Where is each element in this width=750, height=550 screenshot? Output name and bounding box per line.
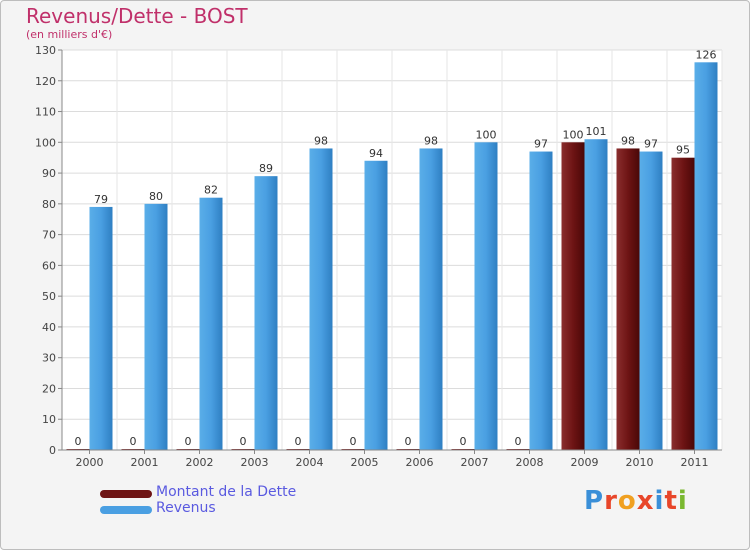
y-tick-label: 40 [42, 321, 56, 334]
x-tick-label: 2003 [241, 456, 269, 469]
legend-swatch-debt [100, 490, 152, 498]
logo-letter: t [664, 486, 678, 516]
logo-letter: i [654, 486, 665, 516]
bar-revenue [364, 160, 388, 450]
bar-revenue [474, 142, 498, 451]
data-label-debt: 0 [240, 435, 247, 448]
y-tick-label: 80 [42, 198, 56, 211]
data-label-debt: 0 [405, 435, 412, 448]
x-tick-label: 2007 [461, 456, 489, 469]
data-label-revenue: 98 [314, 134, 328, 147]
bar-debt [561, 142, 585, 451]
legend-swatch-revenue [100, 506, 152, 514]
bar-revenue [89, 206, 113, 450]
chart-subtitle: (en milliers d'€) [26, 28, 113, 41]
logo-letter: P [584, 486, 605, 516]
data-label-debt: 100 [563, 128, 584, 141]
bar-layer [66, 62, 718, 451]
data-label-revenue: 101 [586, 125, 607, 138]
bar-revenue [254, 176, 278, 450]
data-label-debt: 0 [460, 435, 467, 448]
data-label-debt: 0 [515, 435, 522, 448]
y-tick-label: 0 [49, 444, 56, 457]
data-label-debt: 0 [130, 435, 137, 448]
x-tick-label: 2002 [186, 456, 214, 469]
x-tick-label: 2004 [296, 456, 324, 469]
data-label-debt: 0 [295, 435, 302, 448]
x-tick-label: 2008 [516, 456, 544, 469]
bar-debt [671, 157, 695, 450]
chart-title: Revenus/Dette - BOST [26, 4, 248, 28]
y-tick-label: 100 [35, 136, 56, 149]
x-tick-label: 2010 [626, 456, 654, 469]
bar-revenue [309, 148, 333, 450]
x-tick-label: 2011 [681, 456, 709, 469]
data-label-revenue: 126 [696, 48, 717, 61]
logo-letter: x [636, 486, 655, 516]
y-tick-label: 30 [42, 352, 56, 365]
logo-letter: r [604, 486, 618, 516]
data-label-revenue: 94 [369, 147, 383, 160]
data-label-revenue: 80 [149, 190, 163, 203]
proxiti-logo: Proxiti [584, 486, 688, 516]
y-tick-label: 20 [42, 382, 56, 395]
data-label-debt: 98 [621, 134, 635, 147]
data-label-revenue: 97 [534, 138, 548, 151]
data-label-revenue: 98 [424, 134, 438, 147]
x-tick-label: 2000 [76, 456, 104, 469]
legend-label-revenue: Revenus [156, 500, 216, 516]
bar-revenue [639, 151, 663, 451]
data-label-debt: 0 [185, 435, 192, 448]
y-tick-label: 90 [42, 167, 56, 180]
data-label-revenue: 89 [259, 162, 273, 175]
bar-revenue [419, 148, 443, 450]
data-label-revenue: 100 [476, 128, 497, 141]
data-label-revenue: 97 [644, 138, 658, 151]
data-label-debt: 0 [75, 435, 82, 448]
logo-letter: o [617, 486, 637, 516]
logo-letter: i [677, 486, 688, 516]
y-tick-label: 70 [42, 229, 56, 242]
y-tick-label: 10 [42, 413, 56, 426]
y-tick-label: 110 [35, 106, 56, 119]
y-tick-label: 130 [35, 44, 56, 57]
x-tick-label: 2005 [351, 456, 379, 469]
x-tick-label: 2001 [131, 456, 159, 469]
bar-revenue [584, 139, 608, 450]
data-label-debt: 0 [350, 435, 357, 448]
y-tick-label: 60 [42, 259, 56, 272]
data-label-revenue: 82 [204, 184, 218, 197]
bar-revenue [694, 62, 718, 451]
bar-revenue [529, 151, 553, 451]
legend-label-debt: Montant de la Dette [156, 484, 297, 500]
bar-revenue [199, 197, 223, 450]
bar-revenue [144, 203, 168, 450]
data-label-revenue: 79 [94, 193, 108, 206]
axis-layer: 0 10 20 30 40 50 60 70 80 90 100 110 120 130 2000 2001 2… [35, 44, 722, 469]
x-tick-label: 2009 [571, 456, 599, 469]
data-label-debt: 95 [676, 144, 690, 157]
bar-debt [616, 148, 640, 450]
y-tick-label: 50 [42, 290, 56, 303]
x-tick-label: 2006 [406, 456, 434, 469]
y-tick-label: 120 [35, 75, 56, 88]
